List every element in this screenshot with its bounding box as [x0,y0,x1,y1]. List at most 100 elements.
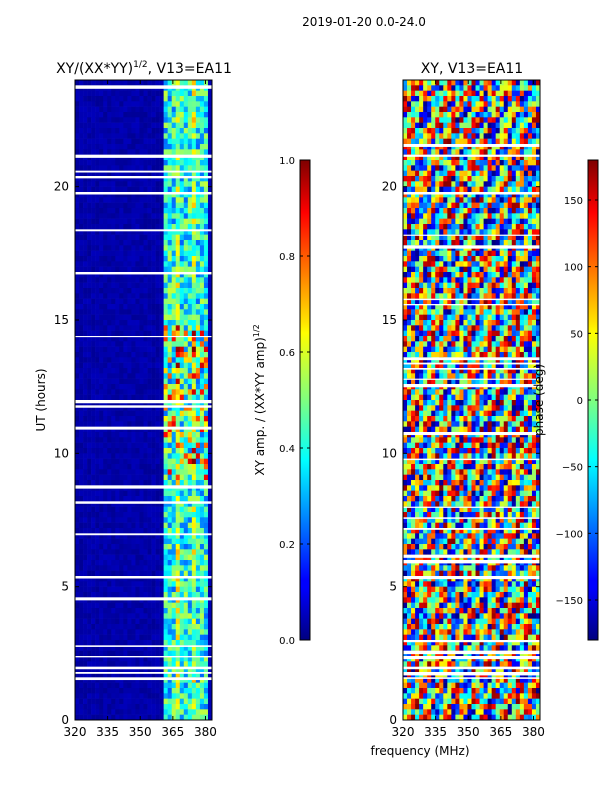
heatmap-cell [507,122,513,129]
heatmap-cell [127,288,132,294]
heatmap-cell [191,170,197,177]
heatmap-cell [99,378,104,385]
heatmap-cell [527,154,533,161]
heatmap-cell [179,176,185,182]
heatmap-cell [147,442,152,449]
heatmap-cell [123,602,128,609]
heatmap-cell [427,122,432,129]
heatmap-cell [103,341,108,347]
heatmap-cell [147,688,152,694]
heatmap-cell [531,170,537,177]
heatmap-cell [75,277,80,283]
heatmap-cell [75,661,80,667]
heatmap-cell [131,618,136,625]
heatmap-cell [207,266,212,273]
heatmap-cell [191,106,197,113]
heatmap-cell [119,661,124,667]
heatmap-cell [103,634,108,641]
heatmap-cell [199,192,205,198]
heatmap-cell [111,106,116,113]
heatmap-cell [203,224,209,230]
heatmap-cell [131,474,136,481]
heatmap-cell [475,106,480,113]
heatmap-cell [83,560,88,566]
heatmap-cell [159,618,164,625]
heatmap-cell [143,592,148,598]
heatmap-cell [131,544,136,550]
heatmap-cell [115,245,120,251]
heatmap-cell [127,96,132,102]
heatmap-cell [91,624,96,630]
heatmap-cell [483,149,488,155]
heatmap-cell [203,506,209,513]
heatmap-cell [199,224,205,230]
heatmap-cell [195,554,201,561]
heatmap-cell [187,192,193,198]
heatmap-cell [171,576,177,582]
heatmap-cell [207,528,212,534]
heatmap-cell [119,442,124,449]
heatmap-cell [451,154,456,161]
heatmap-cell [167,378,173,385]
heatmap-cell [107,442,112,449]
heatmap-cell [455,186,460,193]
heatmap-cell [75,586,80,593]
heatmap-cell [135,677,140,683]
heatmap-cell [135,469,140,475]
heatmap-cell [75,448,80,454]
heatmap-cell [423,96,428,102]
heatmap-cell [475,160,480,166]
heatmap-cell [175,213,181,219]
heatmap-cell [503,117,509,123]
heatmap-cell [411,117,416,123]
heatmap-cell [423,176,428,182]
heatmap-cell [103,517,108,523]
heatmap-cell [195,197,201,203]
heatmap-cell [479,165,484,171]
heatmap-cell [151,181,156,187]
heatmap-cell [191,149,197,155]
flagged-row [75,405,212,408]
heatmap-cell [431,96,436,102]
heatmap-cell [119,117,124,123]
heatmap-cell [127,229,132,235]
heatmap-cell [135,314,140,321]
heatmap-cell [127,293,132,299]
heatmap-cell [171,341,177,347]
heatmap-cell [115,128,120,134]
heatmap-cell [91,272,96,278]
heatmap-cell [207,80,212,86]
heatmap-cell [183,453,189,459]
heatmap-cell [99,224,104,230]
heatmap-cell [143,266,148,273]
heatmap-cell [207,346,212,353]
heatmap-cell [99,309,104,315]
heatmap-cell [179,416,185,422]
heatmap-cell [443,154,448,161]
heatmap-cell [127,581,132,587]
heatmap-cell [103,160,108,166]
heatmap-cell [195,218,201,225]
heatmap-cell [199,410,205,417]
heatmap-cell [111,650,116,657]
heatmap-cell [527,192,533,198]
heatmap-cell [91,320,96,326]
heatmap-cell [127,506,132,513]
heatmap-cell [95,709,100,715]
heatmap-cell [75,405,80,411]
heatmap-cell [131,122,136,129]
heatmap-cell [463,122,468,129]
heatmap-cell [191,202,197,209]
heatmap-cell [103,298,108,305]
heatmap-cell [75,480,80,486]
heatmap-cell [167,144,173,150]
heatmap-cell [167,410,173,417]
heatmap-cell [199,405,205,411]
heatmap-cell [147,304,152,310]
heatmap-cell [143,122,148,129]
heatmap-cell [143,186,148,193]
heatmap-cell [411,133,416,139]
heatmap-cell [175,320,181,326]
heatmap-cell [123,618,128,625]
heatmap-cell [475,85,480,91]
